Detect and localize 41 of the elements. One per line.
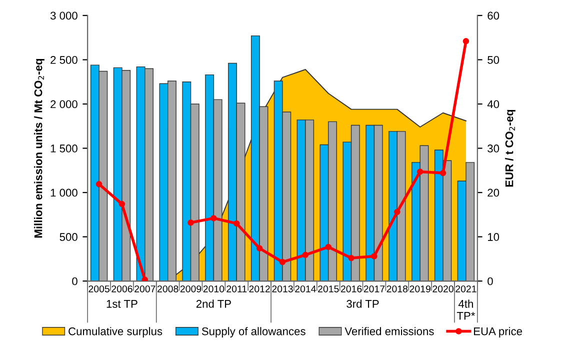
- y2-axis-title: EUR / t CO$_{2}$-eq: [505, 110, 516, 187]
- y-tick-label: 1 500: [50, 144, 78, 152]
- x-tick-label: 2012: [249, 285, 270, 292]
- y-tick-label: 0: [72, 277, 78, 286]
- y-tick-label: 3 000: [50, 12, 78, 20]
- x-tick-label: 2010: [203, 285, 224, 292]
- y2-tick-label: 30: [488, 144, 500, 152]
- x-tick-label: 2017: [364, 285, 385, 292]
- x-tick-label: 2008: [158, 285, 178, 292]
- legend-label: Supply of allowances: [202, 327, 306, 338]
- y2-tick-label: 40: [487, 100, 500, 108]
- x-tick-label: 2009: [180, 285, 202, 292]
- y2-tick-label: 60: [488, 12, 500, 20]
- y2-tick-label: 50: [488, 56, 500, 64]
- x-tick-label: 2021: [456, 285, 476, 292]
- y-tick-label: 2 000: [50, 100, 78, 108]
- x-tick-label: 2011: [226, 285, 247, 292]
- x-tick-label: 2005: [88, 285, 110, 292]
- x-tick-label: 2013: [272, 285, 293, 292]
- text: 2nd TP: [196, 300, 231, 308]
- y-tick-label: 2 500: [50, 56, 78, 64]
- legend-label: EUA price: [474, 327, 522, 338]
- y-tick-label: 500: [60, 233, 78, 241]
- x-tick-label: 2018: [386, 285, 408, 292]
- y2-tick-label: 10: [488, 233, 500, 241]
- text: 4th TP*: [456, 300, 476, 320]
- x-tick-label: 2006: [112, 285, 132, 292]
- legend-label: Cumulative surplus: [68, 327, 162, 338]
- x-tick-label: 2014: [295, 285, 316, 292]
- y-axis-title: Million emission units / Mt CO$_{2}$-eq: [34, 59, 44, 238]
- text: 3rd TP: [346, 300, 379, 308]
- x-tick-label: 2016: [340, 285, 362, 292]
- x-tick-label: 2007: [134, 285, 156, 292]
- text: 1st TP: [106, 300, 138, 308]
- legend-label: Verified emissions: [344, 327, 434, 336]
- y-tick-label: 1 000: [50, 188, 78, 197]
- x-tick-label: 2015: [318, 285, 339, 292]
- y2-tick-label: 20: [488, 188, 500, 197]
- x-tick-label: 2019: [410, 285, 430, 292]
- x-tick-label: 2020: [432, 285, 454, 292]
- y2-tick-label: 0: [488, 277, 493, 286]
